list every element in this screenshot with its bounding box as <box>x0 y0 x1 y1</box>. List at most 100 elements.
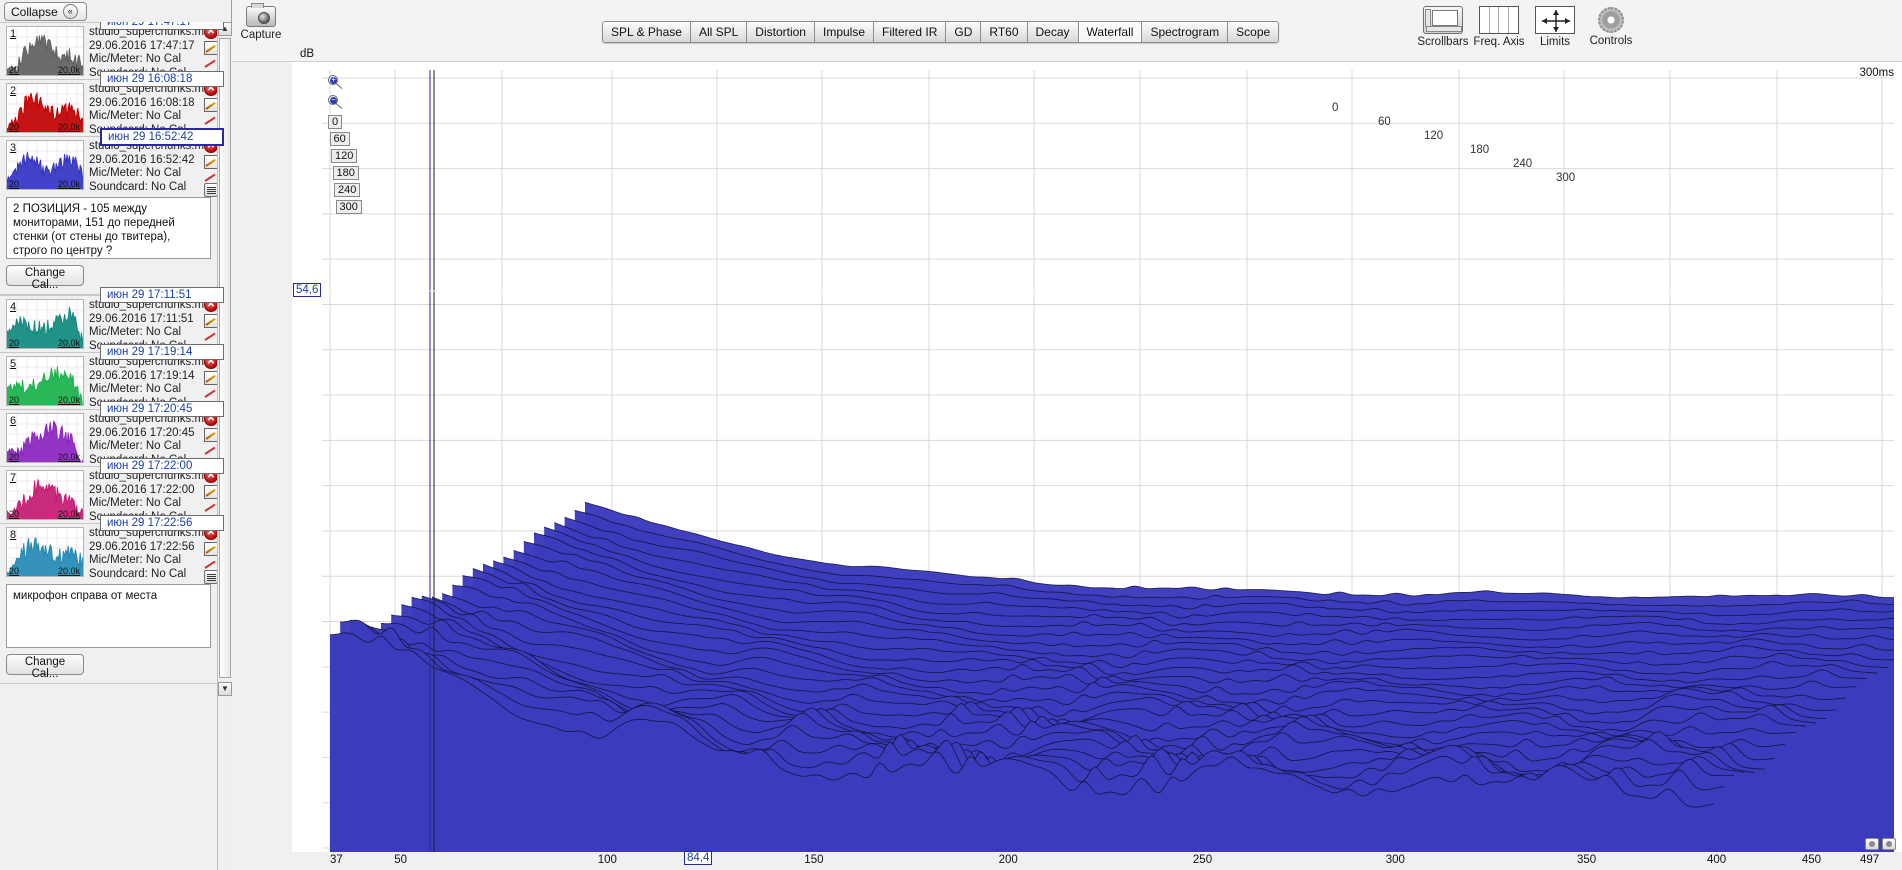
pencil-icon[interactable] <box>204 329 218 343</box>
measurement-name-field[interactable]: июн 29 17:22:00 <box>100 458 224 474</box>
x-cursor-value[interactable]: 84,4 <box>684 851 713 865</box>
time-slice-label[interactable]: 300 <box>335 200 362 214</box>
measurement-item[interactable]: 5 20 20,0k studio_superchunks.mda 29.06.… <box>0 344 224 409</box>
chevron-double-left-icon: « <box>62 4 78 19</box>
capture-button[interactable]: Capture <box>232 3 290 41</box>
controls-label: Controls <box>1589 35 1633 47</box>
measurement-item[interactable]: 1 20 20,0k studio_superchunks.mda 29.06.… <box>0 22 224 79</box>
time-slice-label[interactable]: 0 <box>328 115 343 129</box>
floor-time-label: 240 <box>1513 158 1533 170</box>
measurement-index: 3 <box>10 142 17 154</box>
measurement-mic-cal: Mic/Meter: No Cal <box>89 554 182 567</box>
measurement-thumbnail[interactable]: 2 20 20,0k <box>6 83 84 133</box>
chart-toggle-icon[interactable] <box>204 542 218 556</box>
pencil-icon[interactable] <box>204 500 218 514</box>
tab-spectrogram[interactable]: Spectrogram <box>1142 22 1229 42</box>
chart-toggle-icon[interactable] <box>204 41 218 55</box>
floor-time-label: 0 <box>1332 102 1339 114</box>
pencil-icon[interactable] <box>204 443 218 457</box>
limits-button[interactable]: Limits <box>1526 6 1584 48</box>
measurement-name-field[interactable]: июн 29 17:47:17 <box>100 22 224 30</box>
tab-impulse[interactable]: Impulse <box>814 22 875 42</box>
panel-vertical-scrollbar[interactable]: ▲ ▼ <box>217 22 232 870</box>
chart-toggle-icon[interactable] <box>204 371 218 385</box>
measurement-item[interactable]: 4 20 20,0k studio_superchunks.mda 29.06.… <box>0 287 224 352</box>
plot-canvas[interactable] <box>322 70 1902 855</box>
pencil-icon[interactable] <box>204 557 218 571</box>
measurement-datetime: 29.06.2016 17:20:45 <box>89 426 195 439</box>
pencil-icon[interactable] <box>204 170 218 184</box>
measurement-item[interactable]: 7 20 20,0k studio_superchunks.mda 29.06.… <box>0 458 224 523</box>
thumb-high-freq: 20,0k <box>57 65 80 75</box>
pencil-icon[interactable] <box>204 56 218 70</box>
plot-control-right-icon[interactable] <box>1882 838 1896 850</box>
measurement-name-field[interactable]: июн 29 17:19:14 <box>100 344 224 360</box>
scrollbars-button[interactable]: Scrollbars <box>1414 6 1472 48</box>
measurement-mic-cal: Mic/Meter: No Cal <box>89 497 182 510</box>
measurement-actions: ✕ <box>204 524 218 584</box>
thumb-low-freq: 20 <box>9 179 20 189</box>
chart-toggle-icon[interactable] <box>204 314 218 328</box>
measurement-thumbnail[interactable]: 1 20 20,0k <box>6 26 84 76</box>
measurements-scroll-area[interactable]: 1 20 20,0k studio_superchunks.mda 29.06.… <box>0 22 232 870</box>
measurement-thumbnail[interactable]: 8 20 20,0k <box>6 527 84 577</box>
measurement-item[interactable]: 8 20 20,0k studio_superchunks.mda 29.06.… <box>0 515 224 584</box>
zoom-in-icon[interactable]: + <box>328 75 344 91</box>
plot-corner-controls <box>1865 838 1896 850</box>
change-cal-button[interactable]: Change Cal... <box>6 654 84 680</box>
measurement-name-field[interactable]: июн 29 17:11:51 <box>100 287 224 303</box>
tab-decay[interactable]: Decay <box>1027 22 1079 42</box>
chart-toggle-icon[interactable] <box>204 428 218 442</box>
tab-filtered-ir[interactable]: Filtered IR <box>874 22 947 42</box>
measurement-thumbnail[interactable]: 7 20 20,0k <box>6 470 84 520</box>
tab-gd[interactable]: GD <box>946 22 982 42</box>
chart-toggle-icon[interactable] <box>204 485 218 499</box>
tab-scope[interactable]: Scope <box>1228 22 1279 42</box>
measurement-mic-cal: Mic/Meter: No Cal <box>89 440 182 453</box>
measurement-soundcard-cal: Soundcard: No Cal <box>89 567 187 580</box>
tab-rt60[interactable]: RT60 <box>981 22 1028 42</box>
divider <box>0 683 218 684</box>
measurement-notes[interactable]: 2 ПОЗИЦИЯ - 105 между мониторами, 151 до… <box>6 197 211 259</box>
measurement-item[interactable]: 2 20 20,0k studio_superchunks.mda 29.06.… <box>0 71 224 136</box>
time-slice-label[interactable]: 240 <box>334 183 361 197</box>
tab-distortion[interactable]: Distortion <box>747 22 815 42</box>
notes-icon[interactable] <box>204 570 218 584</box>
x-axis-tick: 200 <box>998 854 1018 866</box>
tab-spl-phase[interactable]: SPL & Phase <box>603 22 691 42</box>
time-slice-label[interactable]: 180 <box>332 166 359 180</box>
zoom-out-icon[interactable]: − <box>328 95 344 111</box>
pencil-icon[interactable] <box>204 386 218 400</box>
measurement-item[interactable]: 6 20 20,0k studio_superchunks.mda 29.06.… <box>0 401 224 466</box>
plot-control-left-icon[interactable] <box>1865 838 1879 850</box>
tab-waterfall[interactable]: Waterfall <box>1078 22 1143 42</box>
time-slice-label[interactable]: 60 <box>329 132 350 146</box>
measurement-name-field[interactable]: июн 29 16:52:42 <box>100 128 224 146</box>
notes-icon[interactable] <box>204 183 218 197</box>
pencil-icon[interactable] <box>204 113 218 127</box>
chart-toggle-icon[interactable] <box>204 155 218 169</box>
time-slice-label[interactable]: 120 <box>331 149 358 163</box>
x-axis-tick: 300 <box>1385 854 1405 866</box>
thumb-high-freq: 20,0k <box>57 566 80 576</box>
measurement-thumbnail[interactable]: 3 20 20,0k <box>6 140 84 190</box>
measurement-notes[interactable]: микрофон справа от места <box>6 584 211 648</box>
measurement-name-field[interactable]: июн 29 16:08:18 <box>100 71 224 87</box>
measurement-name-field[interactable]: июн 29 17:22:56 <box>100 515 224 531</box>
measurement-thumbnail[interactable]: 6 20 20,0k <box>6 413 84 463</box>
measurement-name-field[interactable]: июн 29 17:20:45 <box>100 401 224 417</box>
limits-arrows-icon <box>1535 6 1575 34</box>
thumb-low-freq: 20 <box>9 395 20 405</box>
chart-toggle-icon[interactable] <box>204 98 218 112</box>
measurement-item[interactable]: 3 20 20,0k studio_superchunks.mda 29.06.… <box>0 128 224 197</box>
freq-axis-button[interactable]: Freq. Axis <box>1470 6 1528 48</box>
change-cal-button[interactable]: Change Cal... <box>6 265 84 291</box>
scroll-down-arrow-icon[interactable]: ▼ <box>218 682 232 696</box>
tab-all-spl[interactable]: All SPL <box>690 22 748 42</box>
collapse-label: Collapse <box>11 4 58 19</box>
controls-button[interactable]: Controls <box>1582 6 1640 47</box>
measurement-thumbnail[interactable]: 5 20 20,0k <box>6 356 84 406</box>
measurement-thumbnail[interactable]: 4 20 20,0k <box>6 299 84 349</box>
collapse-button[interactable]: Collapse « <box>4 2 87 21</box>
